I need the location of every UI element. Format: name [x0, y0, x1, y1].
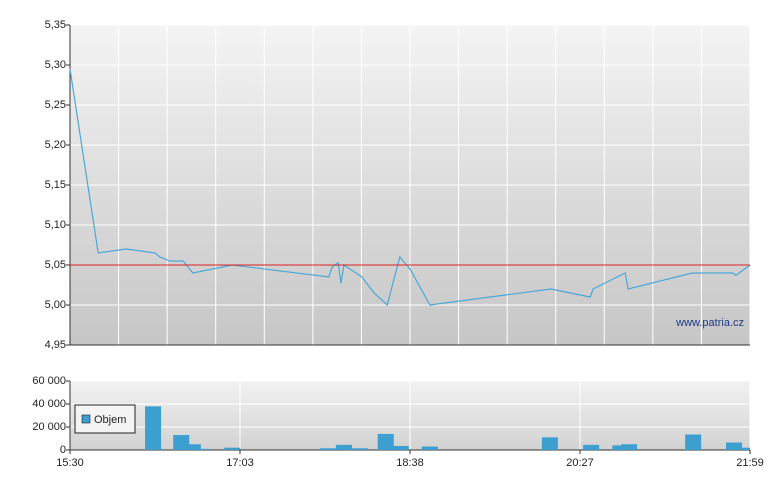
- volume-bar: [392, 445, 409, 450]
- y-tick-label: 5,30: [45, 59, 66, 71]
- y-tick-label: 5,10: [45, 219, 66, 231]
- volume-bar: [335, 444, 352, 450]
- volume-bar: [612, 445, 629, 450]
- volume-bar: [351, 448, 368, 450]
- y-tick-label: 0: [60, 444, 66, 456]
- volume-bar: [193, 448, 210, 450]
- x-tick-label: 18:38: [396, 457, 424, 469]
- y-tick-label: 5,20: [45, 139, 66, 151]
- volume-bar: [738, 447, 750, 450]
- price-line: [69, 68, 751, 307]
- y-tick-label: 5,35: [45, 19, 66, 31]
- x-tick-label: 17:03: [226, 457, 254, 469]
- volume-bar: [377, 433, 394, 450]
- volume-bar: [145, 406, 162, 450]
- volume-bar: [319, 448, 336, 450]
- watermark: www.patria.cz: [675, 317, 744, 329]
- x-tick-label: 15:30: [56, 457, 84, 469]
- y-tick-label: 5,00: [45, 299, 66, 311]
- y-tick-label: 20 000: [32, 421, 66, 433]
- x-tick-label: 20:27: [566, 457, 594, 469]
- volume-bar: [224, 447, 241, 450]
- y-tick-label: 40 000: [32, 398, 66, 410]
- y-tick-label: 60 000: [32, 375, 66, 387]
- volume-bar: [621, 444, 638, 450]
- legend-label: Objem: [94, 414, 126, 426]
- volume-bar: [184, 444, 201, 450]
- volume-bar: [725, 442, 742, 450]
- volume-bar: [541, 437, 558, 450]
- y-tick-label: 5,25: [45, 99, 66, 111]
- x-tick-label: 21:59: [736, 457, 764, 469]
- y-tick-label: 4,95: [45, 339, 66, 351]
- volume-bar: [685, 434, 702, 450]
- y-tick-label: 5,15: [45, 179, 66, 191]
- legend-swatch: [81, 414, 91, 424]
- volume-bar: [583, 444, 600, 450]
- y-tick-label: 5,05: [45, 259, 66, 271]
- volume-bar: [421, 446, 438, 450]
